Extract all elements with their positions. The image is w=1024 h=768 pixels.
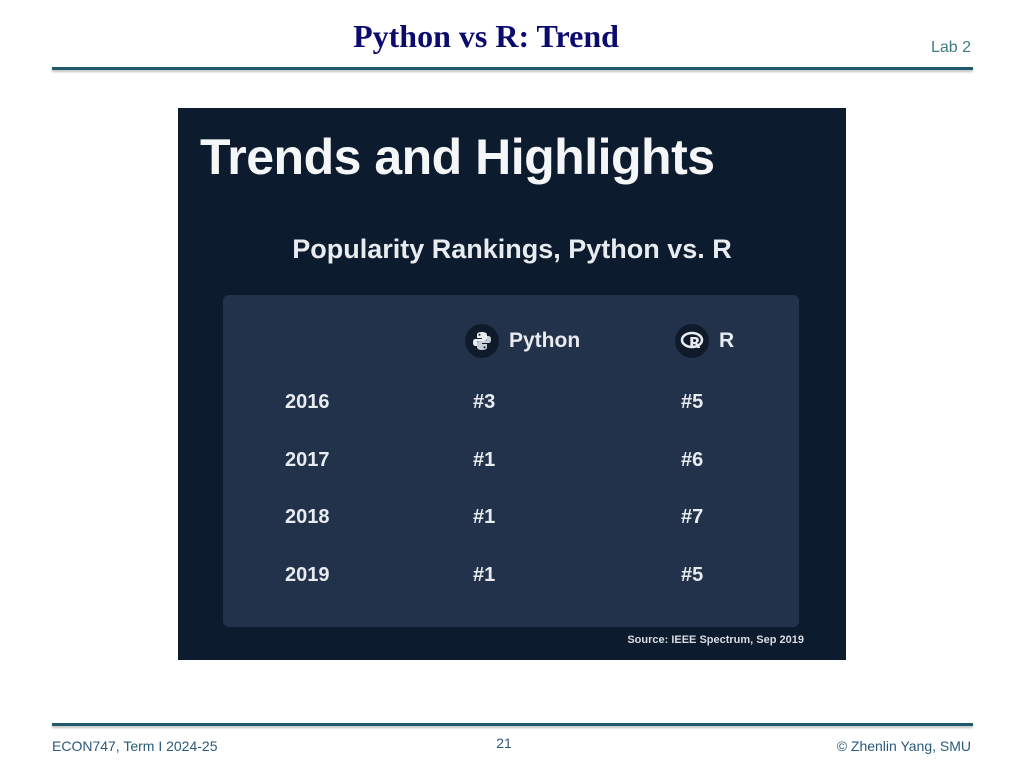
row-year: 2016 <box>285 391 330 413</box>
svg-text:R: R <box>689 334 701 352</box>
page-number: 21 <box>496 735 512 751</box>
column-header-python: Python <box>465 323 580 359</box>
row-r-rank: #5 <box>681 564 704 586</box>
row-r-rank: #5 <box>681 391 704 413</box>
column-header-python-label: Python <box>509 329 581 352</box>
row-python-rank: #1 <box>473 506 496 528</box>
row-r-rank: #7 <box>681 506 704 528</box>
slide-title: Python vs R: Trend <box>353 18 619 54</box>
python-logo-icon <box>465 324 499 358</box>
figure-source: Source: IEEE Spectrum, Sep 2019 <box>627 634 804 646</box>
column-header-r-label: R <box>719 329 735 352</box>
row-year: 2018 <box>285 506 330 528</box>
footer-copyright: © Zhenlin Yang, SMU <box>836 738 971 754</box>
header-divider <box>52 67 973 70</box>
rankings-table: Python R R 2016 #3 #5 2017 #1 #6 2018 #1… <box>223 295 799 627</box>
column-header-r: R R <box>675 323 734 359</box>
row-year: 2019 <box>285 564 330 586</box>
footer-course: ECON747, Term I 2024-25 <box>52 738 218 754</box>
footer-divider <box>52 723 973 726</box>
row-r-rank: #6 <box>681 449 704 471</box>
rankings-figure: Trends and Highlights Popularity Ranking… <box>178 108 846 660</box>
row-python-rank: #1 <box>473 449 496 471</box>
lab-label: Lab 2 <box>930 39 971 56</box>
row-python-rank: #1 <box>473 564 496 586</box>
figure-subtitle: Popularity Rankings, Python vs. R <box>292 234 732 264</box>
r-logo-icon: R <box>675 324 709 358</box>
row-python-rank: #3 <box>473 391 496 413</box>
figure-title: Trends and Highlights <box>200 129 715 185</box>
row-year: 2017 <box>285 449 330 471</box>
